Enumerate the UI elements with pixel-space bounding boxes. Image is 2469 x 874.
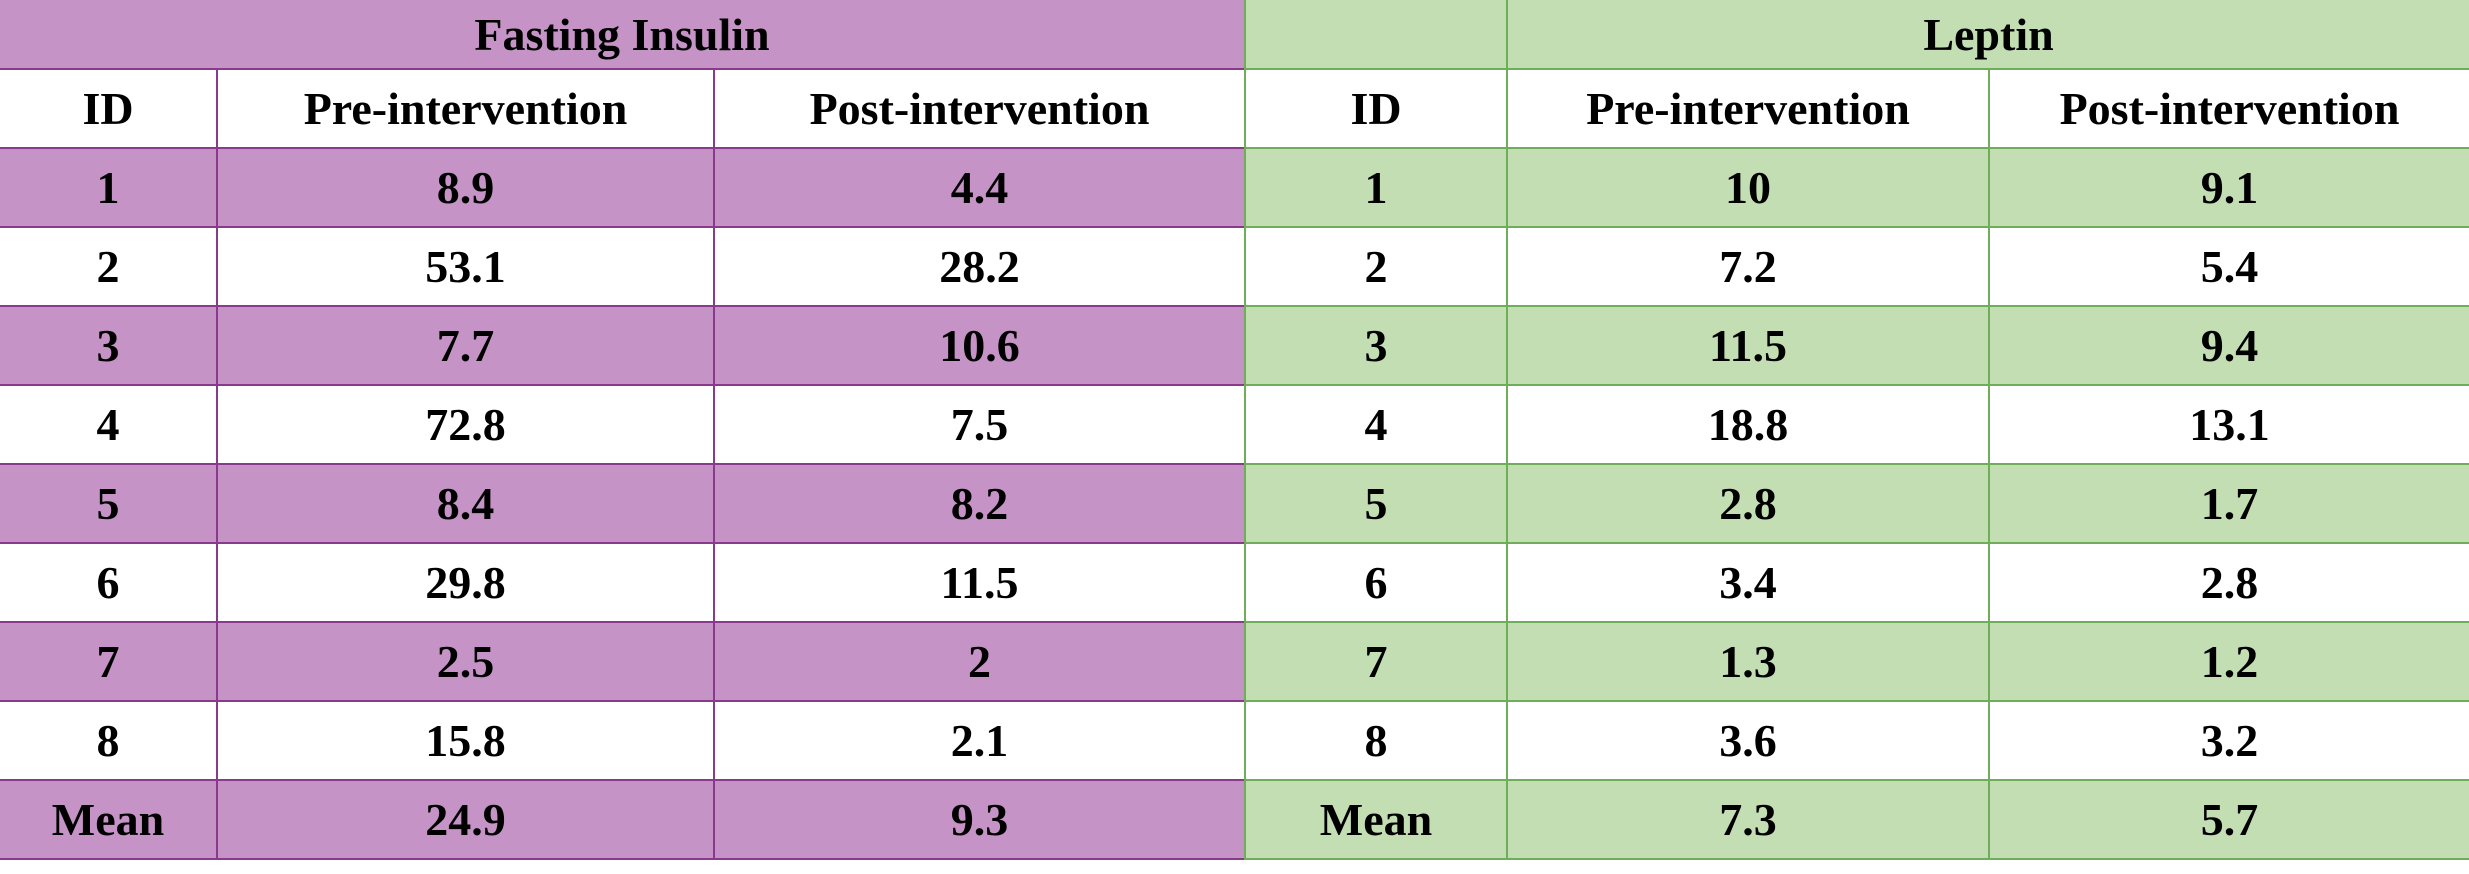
id-cell: 5 bbox=[1246, 465, 1508, 542]
id-cell: 6 bbox=[1246, 544, 1508, 621]
leptin-title: Leptin bbox=[1923, 8, 2054, 60]
id-cell: 4 bbox=[0, 386, 218, 463]
id-cell: 8 bbox=[0, 702, 218, 779]
fasting-insulin-table: Fasting Insulin ID Pre-intervention Post… bbox=[0, 0, 1244, 860]
table-row: 6 3.4 2.8 bbox=[1246, 544, 2469, 623]
post-intervention-cell: 9.4 bbox=[2200, 320, 2259, 371]
table-row: 3 11.5 9.4 bbox=[1246, 307, 2469, 386]
table-title-row: Fasting Insulin bbox=[0, 0, 1244, 70]
id-cell: 7 bbox=[1246, 623, 1508, 700]
id-cell: 8 bbox=[1246, 702, 1508, 779]
pre-intervention-cell: 3.4 bbox=[1508, 544, 1990, 621]
column-header-id: ID bbox=[0, 70, 218, 147]
id-cell: 1 bbox=[1246, 149, 1508, 226]
post-intervention-cell: 3.2 bbox=[2200, 715, 2259, 766]
table-row: 2 7.2 5.4 bbox=[1246, 228, 2469, 307]
pre-intervention-cell: 7.3 bbox=[1508, 781, 1990, 858]
table-row: 4 18.8 13.1 bbox=[1246, 386, 2469, 465]
fasting-insulin-title: Fasting Insulin bbox=[474, 8, 770, 60]
pre-intervention-cell: 10 bbox=[1508, 149, 1990, 226]
header-row: ID Pre-intervention Post-intervention bbox=[0, 70, 1244, 149]
pre-intervention-cell: 24.9 bbox=[218, 781, 715, 858]
column-header-post: Post-intervention bbox=[809, 83, 1150, 134]
column-header-post: Post-intervention bbox=[2059, 83, 2400, 134]
id-cell: Mean bbox=[0, 781, 218, 858]
pre-intervention-cell: 72.8 bbox=[218, 386, 715, 463]
post-intervention-cell: 8.2 bbox=[950, 478, 1009, 529]
id-cell: 3 bbox=[1246, 307, 1508, 384]
id-cell: 3 bbox=[0, 307, 218, 384]
pre-intervention-cell: 3.6 bbox=[1508, 702, 1990, 779]
post-intervention-cell: 2 bbox=[968, 636, 991, 687]
post-intervention-cell: 2.1 bbox=[950, 715, 1009, 766]
column-header-id: ID bbox=[1246, 70, 1508, 147]
column-header-pre: Pre-intervention bbox=[218, 70, 715, 147]
pre-intervention-cell: 8.9 bbox=[218, 149, 715, 226]
post-intervention-cell: 28.2 bbox=[939, 241, 1020, 292]
post-intervention-cell: 1.2 bbox=[2200, 636, 2259, 687]
pre-intervention-cell: 53.1 bbox=[218, 228, 715, 305]
pre-intervention-cell: 1.3 bbox=[1508, 623, 1990, 700]
post-intervention-cell: 4.4 bbox=[950, 162, 1009, 213]
table-row: 3 7.7 10.6 bbox=[0, 307, 1244, 386]
post-intervention-cell: 1.7 bbox=[2200, 478, 2259, 529]
pre-intervention-cell: 18.8 bbox=[1508, 386, 1990, 463]
table-row: 7 2.5 2 bbox=[0, 623, 1244, 702]
table-row: 7 1.3 1.2 bbox=[1246, 623, 2469, 702]
id-cell: Mean bbox=[1246, 781, 1508, 858]
post-intervention-cell: 13.1 bbox=[2189, 399, 2270, 450]
column-header-pre: Pre-intervention bbox=[1508, 70, 1990, 147]
table-row: 2 53.1 28.2 bbox=[0, 228, 1244, 307]
table-row: 6 29.8 11.5 bbox=[0, 544, 1244, 623]
header-row: ID Pre-intervention Post-intervention bbox=[1246, 70, 2469, 149]
pre-intervention-cell: 7.2 bbox=[1508, 228, 1990, 305]
id-cell: 2 bbox=[0, 228, 218, 305]
pre-intervention-cell: 15.8 bbox=[218, 702, 715, 779]
post-intervention-cell: 11.5 bbox=[940, 557, 1019, 608]
pre-intervention-cell: 11.5 bbox=[1508, 307, 1990, 384]
mean-row: Mean 7.3 5.7 bbox=[1246, 781, 2469, 860]
table-row: 8 3.6 3.2 bbox=[1246, 702, 2469, 781]
table-row: 1 10 9.1 bbox=[1246, 149, 2469, 228]
leptin-table: Leptin ID Pre-intervention Post-interven… bbox=[1244, 0, 2469, 860]
id-cell: 6 bbox=[0, 544, 218, 621]
post-intervention-cell: 7.5 bbox=[950, 399, 1009, 450]
table-row: 5 8.4 8.2 bbox=[0, 465, 1244, 544]
post-intervention-cell: 9.1 bbox=[2200, 162, 2259, 213]
post-intervention-cell: 2.8 bbox=[2200, 557, 2259, 608]
post-intervention-cell: 10.6 bbox=[939, 320, 1020, 371]
mean-row: Mean 24.9 9.3 bbox=[0, 781, 1244, 860]
pre-intervention-cell: 29.8 bbox=[218, 544, 715, 621]
post-intervention-cell: 5.4 bbox=[2200, 241, 2259, 292]
id-cell: 2 bbox=[1246, 228, 1508, 305]
pre-intervention-cell: 2.5 bbox=[218, 623, 715, 700]
fasting-insulin-body: 1 8.9 4.4 2 53.1 28.2 3 7.7 10.6 4 72.8 7.5 5 8.4 8.2 6… bbox=[0, 149, 1244, 860]
pre-intervention-cell: 7.7 bbox=[218, 307, 715, 384]
post-intervention-cell: 5.7 bbox=[2200, 794, 2259, 845]
table-title-row: Leptin bbox=[1246, 0, 2469, 70]
id-cell: 7 bbox=[0, 623, 218, 700]
title-spacer bbox=[1246, 0, 1508, 68]
table-row: 8 15.8 2.1 bbox=[0, 702, 1244, 781]
pre-intervention-cell: 8.4 bbox=[218, 465, 715, 542]
id-cell: 4 bbox=[1246, 386, 1508, 463]
post-intervention-cell: 9.3 bbox=[950, 794, 1009, 845]
id-cell: 5 bbox=[0, 465, 218, 542]
table-row: 5 2.8 1.7 bbox=[1246, 465, 2469, 544]
table-row: 4 72.8 7.5 bbox=[0, 386, 1244, 465]
pre-intervention-cell: 2.8 bbox=[1508, 465, 1990, 542]
table-row: 1 8.9 4.4 bbox=[0, 149, 1244, 228]
leptin-body: 1 10 9.1 2 7.2 5.4 3 11.5 9.4 4 18.8 13.1 5 2.8 1.7 6 3.… bbox=[1246, 149, 2469, 860]
id-cell: 1 bbox=[0, 149, 218, 226]
